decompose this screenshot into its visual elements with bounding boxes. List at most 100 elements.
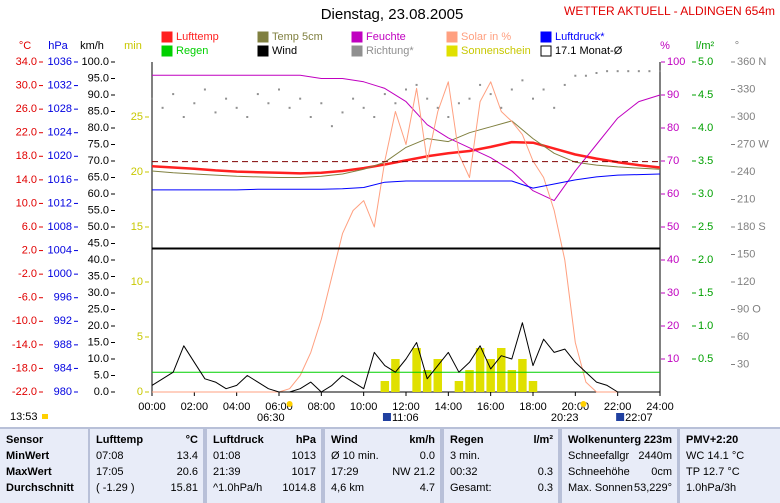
table-text: 15.81 xyxy=(170,482,198,494)
direction-dot xyxy=(225,97,228,100)
table-text: Gesamt: xyxy=(450,482,492,494)
sun-time: 20:23 xyxy=(551,412,579,424)
y-tick-label: 95.0 xyxy=(88,72,109,84)
legend-swatch xyxy=(351,45,363,57)
direction-dot xyxy=(172,93,175,96)
table-text: Max. Sonnen xyxy=(568,482,633,494)
direction-dot xyxy=(405,88,407,91)
sunshine-bar xyxy=(475,348,485,392)
table-text: Durchschnitt xyxy=(6,482,74,494)
direction-dot xyxy=(659,70,661,73)
y-tick-label: 2.0 xyxy=(22,244,37,256)
y-tick-label: 210 xyxy=(737,193,755,205)
table-text: 1013 xyxy=(292,450,316,462)
y-tick-label: -14.0 xyxy=(12,339,37,351)
y-tick-label: 2.5 xyxy=(698,221,713,233)
y-tick-label: 1016 xyxy=(48,174,72,186)
x-tick-label: 18:00 xyxy=(519,401,547,413)
direction-dot xyxy=(489,93,492,96)
y-tick-label: 10.0 xyxy=(88,353,109,365)
y-tick-label: 4.0 xyxy=(698,122,713,134)
table-cell xyxy=(444,429,558,503)
axis-unit: km/h xyxy=(80,40,104,52)
y-tick-label: 34.0 xyxy=(16,56,37,68)
y-tick-label: 360 N xyxy=(737,56,766,68)
y-tick-label: 240 xyxy=(737,166,755,178)
y-tick-label: -2.0 xyxy=(18,268,37,280)
table-text: 17:29 xyxy=(331,466,359,478)
table-text: Wind xyxy=(331,434,358,446)
sunshine-bar xyxy=(454,381,464,392)
y-tick-label: 35.0 xyxy=(88,270,109,282)
y-tick-label: 1012 xyxy=(48,197,72,209)
table-text: 0.3 xyxy=(538,466,553,478)
y-tick-label: 1.0 xyxy=(698,320,713,332)
y-tick-label: 100 xyxy=(667,56,685,68)
direction-dot xyxy=(383,93,386,96)
axis-unit: min xyxy=(124,40,142,52)
y-tick-label: 50.0 xyxy=(88,221,109,233)
y-tick-label: 90 O xyxy=(737,303,761,315)
series-line xyxy=(152,81,660,393)
y-tick-label: 300 xyxy=(737,111,755,123)
direction-dot xyxy=(606,70,609,73)
sunshine-bar xyxy=(507,370,517,392)
y-tick-label: 5.0 xyxy=(94,369,109,381)
series-line xyxy=(151,140,661,175)
direction-dot xyxy=(193,102,196,105)
table-cell xyxy=(325,429,440,503)
y-tick-label: 984 xyxy=(54,362,72,374)
table-text: NW 21.2 xyxy=(392,466,435,478)
y-tick-label: -10.0 xyxy=(12,315,37,327)
direction-dot xyxy=(426,97,429,100)
y-tick-label: 100.0 xyxy=(81,56,109,68)
table-text: °C xyxy=(186,434,198,446)
y-tick-label: 50 xyxy=(667,221,679,233)
moon-icon xyxy=(616,413,625,421)
y-tick-label: 1036 xyxy=(48,56,72,68)
direction-dot xyxy=(595,72,598,74)
y-tick-label: 30 xyxy=(737,358,749,370)
y-tick-label: -18.0 xyxy=(12,362,37,374)
y-tick-label: 90 xyxy=(667,89,679,101)
table-cell xyxy=(207,429,321,503)
table-text: Wolkenunterg xyxy=(568,434,641,446)
x-tick-label: 06:00 xyxy=(265,401,293,413)
sunshine-bar xyxy=(486,359,495,392)
legend-label: Lufttemp xyxy=(176,31,219,43)
legend-swatch xyxy=(446,45,458,57)
y-tick-label: 1020 xyxy=(48,150,72,162)
sunshine-bar xyxy=(465,370,474,392)
y-tick-label: -6.0 xyxy=(18,292,37,304)
table-text: 20.6 xyxy=(177,466,198,478)
table-text: Schneefallgr xyxy=(568,450,629,462)
current-time: 13:53 xyxy=(10,411,38,423)
direction-dot xyxy=(203,88,206,91)
x-tick-label: 16:00 xyxy=(477,401,505,413)
direction-dot xyxy=(510,88,513,91)
y-tick-label: 1032 xyxy=(48,79,72,91)
legend-label: Regen xyxy=(176,45,208,57)
x-tick-label: 00:00 xyxy=(138,401,166,413)
direction-dot xyxy=(500,106,503,109)
direction-dot xyxy=(256,93,259,96)
series-line xyxy=(151,120,661,178)
legend-label: Sonnenschein xyxy=(461,45,531,57)
direction-dot xyxy=(415,83,418,86)
y-tick-label: 25.0 xyxy=(88,303,109,315)
direction-dot xyxy=(436,106,439,109)
y-tick-label: 40 xyxy=(667,254,679,266)
sunshine-bar xyxy=(391,359,400,392)
axis-unit: % xyxy=(660,40,670,52)
y-tick-label: 0.5 xyxy=(698,353,713,365)
direction-dot xyxy=(330,125,333,128)
x-tick-label: 22:00 xyxy=(604,401,632,413)
table-text: 1017 xyxy=(292,466,316,478)
table-text: 21:39 xyxy=(213,466,241,478)
direction-dot xyxy=(553,106,556,109)
direction-dot xyxy=(341,111,344,114)
y-tick-label: 30.0 xyxy=(88,287,109,299)
chart-title: Dienstag, 23.08.2005 xyxy=(321,6,464,23)
axis-unit: hPa xyxy=(48,40,68,52)
